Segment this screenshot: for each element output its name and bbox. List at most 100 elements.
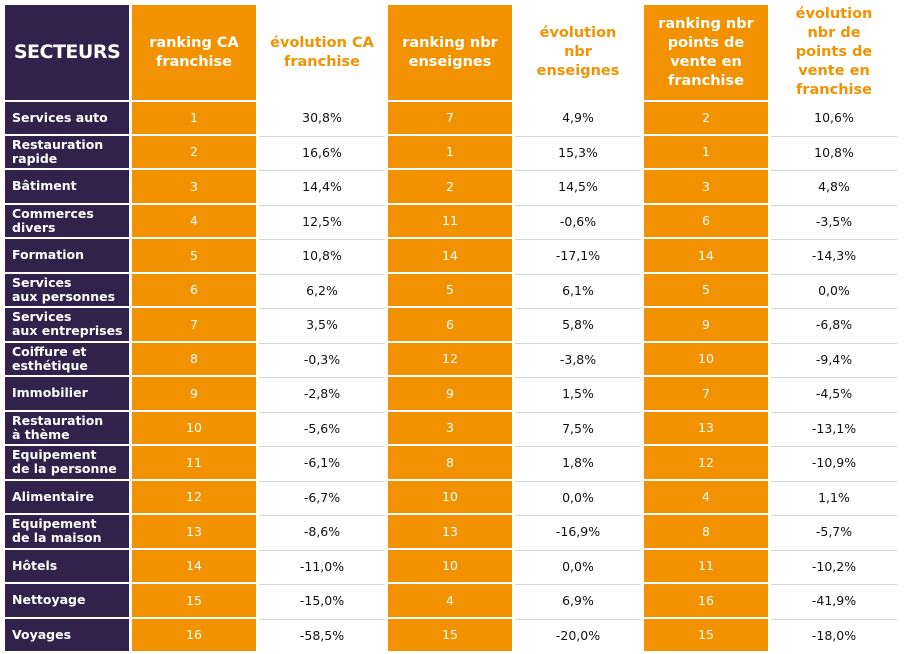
ranking-ca-cell: 15 bbox=[132, 584, 256, 617]
cell-text: -8,6% bbox=[303, 524, 341, 540]
ranking-points-de-vente-cell: 9 bbox=[644, 308, 768, 341]
evolution-points-de-vente-cell: -10,2% bbox=[771, 549, 897, 582]
ranking-enseignes-cell: 10 bbox=[388, 549, 512, 582]
column-header-ranking-points-de-vente: ranking nbr points de vente en franchise bbox=[644, 5, 768, 100]
cell-text: 10,6% bbox=[814, 110, 854, 126]
cell-text: Alimentaire bbox=[12, 488, 94, 504]
evolution-points-de-vente-cell: -10,9% bbox=[771, 446, 897, 479]
ranking-ca-cell: 4 bbox=[132, 204, 256, 237]
cell-text: 16 bbox=[698, 592, 714, 608]
ranking-enseignes-cell: 8 bbox=[388, 446, 512, 479]
cell-text: 15 bbox=[698, 627, 714, 643]
cell-text: -6,1% bbox=[303, 455, 341, 471]
table-row: Alimentaire 12 -6,7% 10 0,0% 4 1,1% bbox=[5, 480, 897, 513]
cell-text: Equipement de la maison bbox=[12, 516, 102, 546]
table-row: Commerces divers 4 12,5% 11 -0,6% 6 -3,5% bbox=[5, 204, 897, 237]
evolution-enseignes-cell: 4,9% bbox=[515, 102, 641, 134]
table-row: Services aux entreprises 7 3,5% 6 5,8% 9 -6,8% bbox=[5, 308, 897, 341]
cell-text: 0,0% bbox=[562, 489, 594, 505]
ranking-ca-cell: 6 bbox=[132, 273, 256, 306]
table-row: Hôtels 14 -11,0% 10 0,0% 11 -10,2% bbox=[5, 549, 897, 582]
cell-text: 13 bbox=[442, 523, 458, 539]
evolution-enseignes-cell: 15,3% bbox=[515, 135, 641, 168]
sector-name-cell: Nettoyage bbox=[5, 584, 129, 617]
cell-text: 0,0% bbox=[562, 558, 594, 574]
cell-text: 7,5% bbox=[562, 420, 594, 436]
ranking-points-de-vente-cell: 13 bbox=[644, 411, 768, 444]
table-row: Equipement de la personne 11 -6,1% 8 1,8% 12 -… bbox=[5, 446, 897, 479]
evolution-points-de-vente-cell: 10,6% bbox=[771, 102, 897, 134]
cell-text: 7 bbox=[702, 385, 710, 401]
evolution-enseignes-cell: 5,8% bbox=[515, 308, 641, 341]
cell-text: Restauration à thème bbox=[12, 412, 104, 442]
cell-text: 4,9% bbox=[562, 110, 594, 126]
cell-text: Services aux entreprises bbox=[12, 309, 123, 339]
cell-text: 10 bbox=[186, 420, 202, 436]
cell-text: -10,9% bbox=[811, 455, 857, 471]
ranking-enseignes-cell: 14 bbox=[388, 239, 512, 272]
cell-text: 14,4% bbox=[302, 179, 342, 195]
cell-text: 1 bbox=[446, 144, 454, 160]
ranking-points-de-vente-cell: 11 bbox=[644, 549, 768, 582]
ranking-enseignes-cell: 9 bbox=[388, 377, 512, 410]
header-row: SECTEURS ranking CA franchise évolution … bbox=[5, 5, 897, 100]
ranking-points-de-vente-cell: 4 bbox=[644, 480, 768, 513]
ranking-enseignes-cell: 4 bbox=[388, 584, 512, 617]
sector-name-cell: Immobilier bbox=[5, 377, 129, 410]
cell-text: 2 bbox=[702, 110, 710, 126]
evolution-ca-cell: -15,0% bbox=[259, 584, 385, 617]
ranking-points-de-vente-cell: 12 bbox=[644, 446, 768, 479]
cell-text: 15 bbox=[186, 592, 202, 608]
cell-text: 10,8% bbox=[814, 144, 854, 160]
cell-text: -0,6% bbox=[559, 213, 597, 229]
evolution-ca-cell: 30,8% bbox=[259, 102, 385, 134]
evolution-points-de-vente-cell: -18,0% bbox=[771, 618, 897, 651]
evolution-enseignes-cell: 6,1% bbox=[515, 273, 641, 306]
table-row: Formation 5 10,8% 14 -17,1% 14 -14,3% bbox=[5, 239, 897, 272]
evolution-points-de-vente-cell: -14,3% bbox=[771, 239, 897, 272]
cell-text: -41,9% bbox=[811, 593, 857, 609]
cell-text: 10 bbox=[442, 489, 458, 505]
sector-name-cell: Alimentaire bbox=[5, 480, 129, 513]
cell-text: 6,9% bbox=[562, 593, 594, 609]
evolution-enseignes-cell: -0,6% bbox=[515, 204, 641, 237]
cell-text: 1 bbox=[190, 110, 198, 126]
cell-text: -3,5% bbox=[815, 213, 853, 229]
cell-text: -5,7% bbox=[815, 524, 853, 540]
ranking-points-de-vente-cell: 6 bbox=[644, 204, 768, 237]
evolution-ca-cell: -6,7% bbox=[259, 480, 385, 513]
cell-text: 11 bbox=[698, 558, 714, 574]
cell-text: -4,5% bbox=[815, 386, 853, 402]
evolution-ca-cell: -8,6% bbox=[259, 515, 385, 548]
cell-text: 16,6% bbox=[302, 144, 342, 160]
evolution-enseignes-cell: 0,0% bbox=[515, 549, 641, 582]
cell-text: 9 bbox=[190, 385, 198, 401]
evolution-ca-cell: 10,8% bbox=[259, 239, 385, 272]
cell-text: 16 bbox=[186, 627, 202, 643]
evolution-enseignes-cell: 1,5% bbox=[515, 377, 641, 410]
cell-text: -16,9% bbox=[555, 524, 601, 540]
evolution-ca-cell: -6,1% bbox=[259, 446, 385, 479]
ranking-points-de-vente-cell: 2 bbox=[644, 102, 768, 134]
evolution-points-de-vente-cell: -9,4% bbox=[771, 342, 897, 375]
cell-text: 6 bbox=[446, 316, 454, 332]
cell-text: 8 bbox=[702, 523, 710, 539]
cell-text: 13 bbox=[186, 523, 202, 539]
evolution-points-de-vente-cell: -6,8% bbox=[771, 308, 897, 341]
cell-text: 1 bbox=[702, 144, 710, 160]
cell-text: Commerces divers bbox=[12, 205, 94, 235]
table-row: Coiffure et esthétique 8 -0,3% 12 -3,8% 10 -9,… bbox=[5, 342, 897, 375]
cell-text: -13,1% bbox=[811, 420, 857, 436]
evolution-ca-cell: 12,5% bbox=[259, 204, 385, 237]
cell-text: 14,5% bbox=[558, 179, 598, 195]
sector-name-cell: Equipement de la personne bbox=[5, 446, 129, 479]
cell-text: 15 bbox=[442, 627, 458, 643]
cell-text: 15,3% bbox=[558, 144, 598, 160]
evolution-ca-cell: 14,4% bbox=[259, 170, 385, 203]
cell-text: 6,1% bbox=[562, 282, 594, 298]
cell-text: -18,0% bbox=[811, 627, 857, 643]
ranking-ca-cell: 7 bbox=[132, 308, 256, 341]
cell-text: 5 bbox=[446, 282, 454, 298]
cell-text: 1,1% bbox=[818, 489, 850, 505]
cell-text: 12 bbox=[698, 454, 714, 470]
